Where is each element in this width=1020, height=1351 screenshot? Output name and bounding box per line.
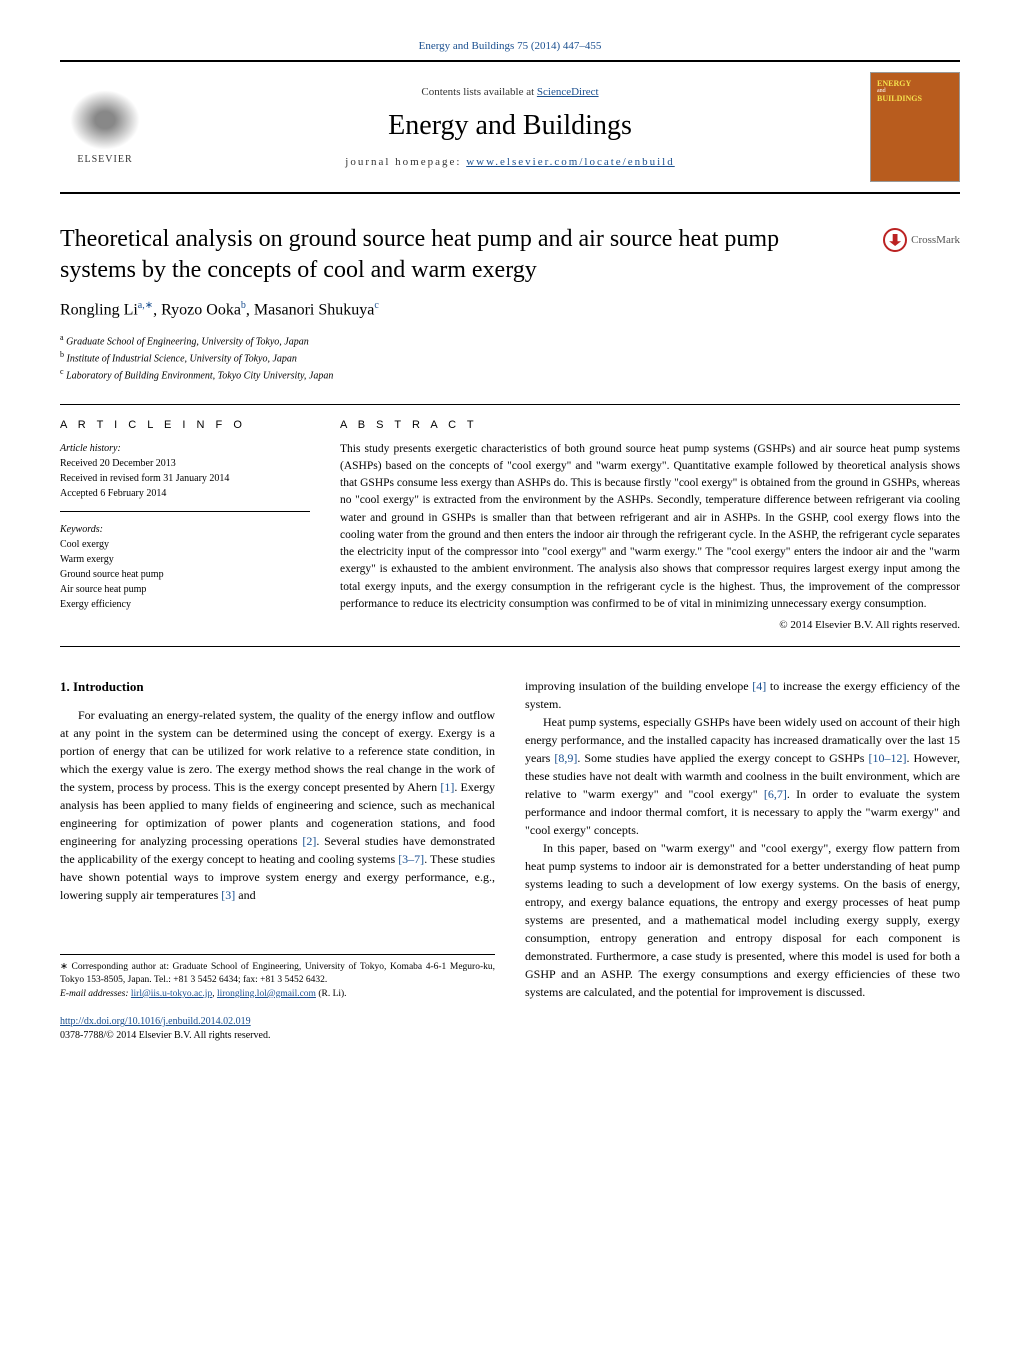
ref-6-7[interactable]: [6,7] <box>764 787 787 801</box>
email-1[interactable]: lirl@iis.u-tokyo.ac.jp <box>131 989 212 999</box>
homepage-link[interactable]: www.elsevier.com/locate/enbuild <box>466 156 675 168</box>
author-1: Rongling Li <box>60 302 138 319</box>
publisher-name: ELSEVIER <box>77 154 132 165</box>
abstract-header: a b s t r a c t <box>340 419 960 431</box>
author-1-corr: ∗ <box>145 300 153 311</box>
ref-3[interactable]: [3] <box>221 888 235 902</box>
ref-10-12[interactable]: [10–12] <box>868 751 906 765</box>
ref-1[interactable]: [1] <box>440 780 454 794</box>
author-3-aff: c <box>374 300 378 311</box>
journal-homepage-line: journal homepage: www.elsevier.com/locat… <box>150 156 870 168</box>
abstract-copyright: © 2014 Elsevier B.V. All rights reserved… <box>340 619 960 631</box>
elsevier-tree-icon <box>70 90 140 150</box>
homepage-prefix: journal homepage: <box>345 156 466 168</box>
history-accepted: Accepted 6 February 2014 <box>60 486 310 501</box>
history-label: Article history: <box>60 441 310 456</box>
intro-para-1-cont: improving insulation of the building env… <box>525 677 960 713</box>
ref-3-7[interactable]: [3–7] <box>398 852 424 866</box>
history-received: Received 20 December 2013 <box>60 456 310 471</box>
ref-2[interactable]: [2] <box>302 834 316 848</box>
ref-8-9[interactable]: [8,9] <box>554 751 577 765</box>
keyword-3: Air source heat pump <box>60 582 310 597</box>
crossmark-label: CrossMark <box>911 233 960 247</box>
aff-a-text: Graduate School of Engineering, Universi… <box>66 336 309 347</box>
affiliation-a: a Graduate School of Engineering, Univer… <box>60 332 960 349</box>
aff-b-text: Institute of Industrial Science, Univers… <box>67 353 297 364</box>
intro-para-3: In this paper, based on "warm exergy" an… <box>525 839 960 1001</box>
intro-para-2: Heat pump systems, especially GSHPs have… <box>525 713 960 839</box>
contents-line: Contents lists available at ScienceDirec… <box>150 86 870 98</box>
p2-a: improving insulation of the building env… <box>525 679 752 693</box>
elsevier-logo: ELSEVIER <box>60 82 150 172</box>
author-2: , Ryozo Ooka <box>153 302 241 319</box>
author-3: , Masanori Shukuya <box>246 302 374 319</box>
contents-prefix: Contents lists available at <box>421 86 536 98</box>
email-footnote: E-mail addresses: lirl@iis.u-tokyo.ac.jp… <box>60 988 495 1001</box>
journal-header: ELSEVIER Contents lists available at Sci… <box>60 60 960 194</box>
journal-name: Energy and Buildings <box>150 110 870 142</box>
article-history-block: Article history: Received 20 December 20… <box>60 441 310 512</box>
cover-title-1: ENERGY <box>877 79 953 88</box>
author-1-aff: a, <box>138 300 145 311</box>
aff-c-text: Laboratory of Building Environment, Toky… <box>66 371 333 382</box>
keywords-block: Keywords: Cool exergy Warm exergy Ground… <box>60 522 310 622</box>
footer-doi: http://dx.doi.org/10.1016/j.enbuild.2014… <box>60 1015 495 1043</box>
issn-line: 0378-7788/© 2014 Elsevier B.V. All right… <box>60 1030 270 1041</box>
p1-a: For evaluating an energy-related system,… <box>60 708 495 794</box>
keyword-1: Warm exergy <box>60 552 310 567</box>
crossmark-icon <box>883 228 907 252</box>
doi-link[interactable]: http://dx.doi.org/10.1016/j.enbuild.2014… <box>60 1016 251 1027</box>
info-abstract-row: a r t i c l e i n f o Article history: R… <box>60 404 960 647</box>
authors-line: Rongling Lia,∗, Ryozo Ookab, Masanori Sh… <box>60 300 960 319</box>
p1-e: and <box>235 888 255 902</box>
sciencedirect-link[interactable]: ScienceDirect <box>537 86 599 98</box>
crossmark-badge[interactable]: CrossMark <box>883 228 960 252</box>
affiliations: a Graduate School of Engineering, Univer… <box>60 332 960 384</box>
body-col-left: 1. Introduction For evaluating an energy… <box>60 677 495 1043</box>
journal-header-center: Contents lists available at ScienceDirec… <box>150 86 870 168</box>
title-text: Theoretical analysis on ground source he… <box>60 226 779 283</box>
cover-title-2: BUILDINGS <box>877 94 953 103</box>
body-col-right: improving insulation of the building env… <box>525 677 960 1043</box>
keyword-4: Exergy efficiency <box>60 597 310 612</box>
keyword-0: Cool exergy <box>60 537 310 552</box>
history-revised: Received in revised form 31 January 2014 <box>60 471 310 486</box>
affiliation-b: b Institute of Industrial Science, Unive… <box>60 349 960 366</box>
body-columns: 1. Introduction For evaluating an energy… <box>60 677 960 1043</box>
article-title: Theoretical analysis on ground source he… <box>60 224 960 286</box>
corresponding-footnote: ∗ Corresponding author at: Graduate Scho… <box>60 961 495 988</box>
intro-para-1: For evaluating an energy-related system,… <box>60 706 495 904</box>
abstract-col: a b s t r a c t This study presents exer… <box>340 419 960 632</box>
email-label: E-mail addresses: <box>60 989 131 999</box>
abstract-text: This study presents exergetic characteri… <box>340 441 960 614</box>
journal-reference: Energy and Buildings 75 (2014) 447–455 <box>60 40 960 52</box>
keywords-label: Keywords: <box>60 522 310 537</box>
footnotes: ∗ Corresponding author at: Graduate Scho… <box>60 954 495 1001</box>
keyword-2: Ground source heat pump <box>60 567 310 582</box>
article-info-col: a r t i c l e i n f o Article history: R… <box>60 419 310 632</box>
ref-4[interactable]: [4] <box>752 679 766 693</box>
journal-cover-thumbnail: ENERGY and BUILDINGS <box>870 72 960 182</box>
p3-b: . Some studies have applied the exergy c… <box>577 751 868 765</box>
article-info-header: a r t i c l e i n f o <box>60 419 310 431</box>
email-suffix: (R. Li). <box>316 989 347 999</box>
section-1-heading: 1. Introduction <box>60 677 495 697</box>
email-2[interactable]: lirongling.lol@gmail.com <box>217 989 316 999</box>
affiliation-c: c Laboratory of Building Environment, To… <box>60 366 960 383</box>
